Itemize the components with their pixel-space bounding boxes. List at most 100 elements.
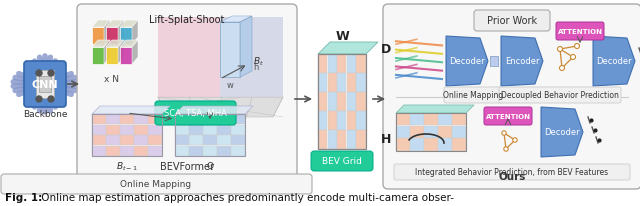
Circle shape: [570, 55, 575, 60]
Text: w: w: [227, 81, 234, 90]
Bar: [452, 139, 465, 151]
Polygon shape: [132, 21, 138, 45]
Text: Prior Work: Prior Work: [487, 16, 537, 26]
Bar: [356, 111, 365, 130]
FancyBboxPatch shape: [474, 11, 550, 32]
Bar: [120, 146, 134, 156]
Bar: [318, 92, 327, 111]
Text: Encoder: Encoder: [505, 57, 540, 66]
Polygon shape: [106, 21, 124, 28]
Bar: [396, 114, 466, 151]
Text: Online map estimation approaches predominantly encode multi-camera obser-: Online map estimation approaches predomi…: [38, 192, 454, 202]
Bar: [148, 135, 161, 145]
Text: $B_{t-1}$: $B_{t-1}$: [116, 160, 138, 172]
Polygon shape: [104, 41, 110, 65]
Polygon shape: [593, 37, 635, 87]
Polygon shape: [118, 21, 124, 45]
Bar: [347, 111, 356, 130]
Bar: [106, 135, 120, 145]
Bar: [148, 125, 161, 135]
Circle shape: [36, 71, 42, 77]
Bar: [452, 126, 465, 138]
Bar: [92, 135, 106, 145]
Bar: [347, 55, 356, 73]
Bar: [356, 130, 365, 149]
Bar: [106, 146, 120, 156]
Text: BEV Grid: BEV Grid: [322, 157, 362, 166]
Bar: [217, 125, 230, 135]
FancyBboxPatch shape: [311, 151, 373, 171]
Bar: [438, 126, 451, 138]
Polygon shape: [106, 41, 124, 48]
Bar: [328, 130, 337, 149]
Bar: [134, 135, 147, 145]
Bar: [337, 74, 346, 92]
Text: ATTENTION: ATTENTION: [557, 29, 602, 35]
Bar: [189, 125, 202, 135]
Bar: [217, 146, 230, 156]
Bar: [39, 77, 51, 92]
Bar: [189, 115, 202, 124]
Bar: [203, 135, 216, 145]
Bar: [106, 28, 118, 45]
Bar: [92, 115, 106, 124]
Bar: [452, 114, 465, 126]
Bar: [120, 28, 132, 45]
Bar: [203, 146, 216, 156]
Polygon shape: [220, 18, 283, 97]
Bar: [337, 111, 346, 130]
Bar: [231, 146, 244, 156]
Text: Decoder: Decoder: [544, 128, 580, 137]
Bar: [347, 130, 356, 149]
FancyBboxPatch shape: [394, 164, 630, 180]
Text: Fig. 1:: Fig. 1:: [5, 192, 42, 202]
Circle shape: [504, 147, 508, 151]
FancyBboxPatch shape: [1, 174, 312, 194]
Bar: [318, 55, 366, 149]
Bar: [106, 115, 120, 124]
Text: Online Mapping: Online Mapping: [120, 180, 191, 188]
Bar: [328, 74, 337, 92]
Bar: [410, 114, 424, 126]
Bar: [328, 111, 337, 130]
Bar: [424, 126, 438, 138]
Bar: [134, 146, 147, 156]
Text: ATTENTION: ATTENTION: [486, 114, 531, 119]
Text: Online Mapping: Online Mapping: [443, 91, 503, 100]
Bar: [106, 125, 120, 135]
Bar: [189, 135, 202, 145]
Polygon shape: [175, 107, 253, 115]
Polygon shape: [120, 41, 138, 48]
Bar: [438, 139, 451, 151]
Polygon shape: [92, 21, 110, 28]
Bar: [318, 74, 327, 92]
Polygon shape: [158, 18, 220, 97]
Bar: [148, 146, 161, 156]
Polygon shape: [158, 18, 283, 97]
Circle shape: [559, 66, 564, 71]
Circle shape: [48, 71, 54, 77]
Bar: [134, 125, 147, 135]
Bar: [106, 48, 118, 65]
Bar: [318, 130, 327, 149]
Bar: [231, 125, 244, 135]
FancyBboxPatch shape: [444, 88, 503, 103]
Bar: [175, 125, 189, 135]
Bar: [424, 139, 438, 151]
Bar: [175, 115, 245, 156]
Bar: [92, 48, 104, 65]
Text: Ours: Ours: [499, 171, 525, 181]
Bar: [203, 125, 216, 135]
Bar: [92, 28, 104, 45]
FancyBboxPatch shape: [24, 62, 66, 108]
Polygon shape: [158, 97, 283, 117]
Circle shape: [48, 97, 54, 103]
Bar: [175, 146, 189, 156]
Bar: [92, 146, 106, 156]
Bar: [328, 92, 337, 111]
Polygon shape: [446, 37, 488, 87]
Polygon shape: [92, 41, 110, 48]
Polygon shape: [132, 41, 138, 65]
Bar: [424, 114, 438, 126]
Bar: [231, 115, 244, 124]
